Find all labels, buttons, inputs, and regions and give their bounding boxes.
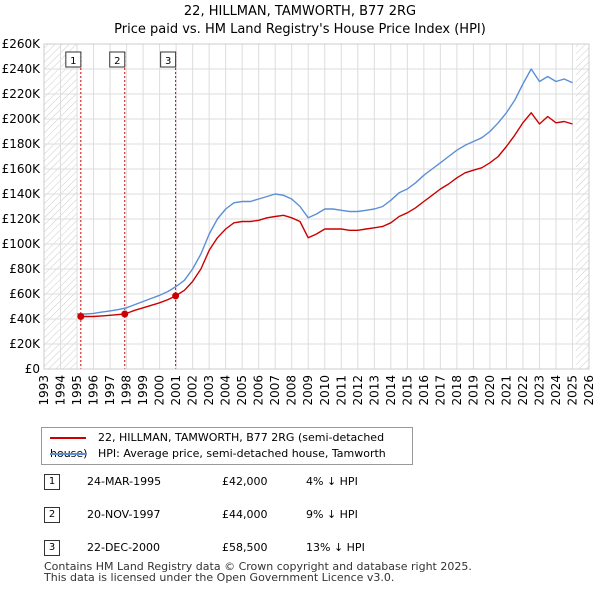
x-tick-label: 2015 <box>400 375 414 406</box>
x-tick-label: 2001 <box>169 375 183 406</box>
sale-date: 22-DEC-2000 <box>87 541 161 554</box>
x-tick-label: 2013 <box>367 375 381 406</box>
sale-row: 1 24-MAR-1995 £42,000 4% ↓ HPI <box>44 473 444 491</box>
y-tick-label: £100K <box>2 237 42 251</box>
sale-row: 3 22-DEC-2000 £58,500 13% ↓ HPI <box>44 539 444 557</box>
plot-border <box>43 43 590 370</box>
x-tick-label: 1999 <box>136 375 150 406</box>
x-tick-label: 2004 <box>219 375 233 406</box>
sale-hpi-diff: 13% ↓ HPI <box>306 541 365 554</box>
sale-number-box <box>160 51 177 68</box>
x-tick-label: 2012 <box>351 375 365 406</box>
legend-label-property: 22, HILLMAN, TAMWORTH, B77 2RG (semi-det… <box>50 431 385 460</box>
legend-item-hpi: HPI: Average price, semi-detached house,… <box>50 446 386 462</box>
legend: 22, HILLMAN, TAMWORTH, B77 2RG (semi-det… <box>41 427 413 465</box>
x-tick-label: 1993 <box>37 375 51 406</box>
y-tick-label: £200K <box>2 112 42 126</box>
sale-price: £44,000 <box>222 508 268 521</box>
price-chart: £0 £20K £40K £60K £80K £100K £120K £140K £160K £1… <box>2 37 596 406</box>
y-tick-label: £240K <box>2 62 42 76</box>
legend-swatch-red <box>50 437 86 439</box>
y-tick-label: £0 <box>25 362 40 376</box>
sale-hpi-diff: 4% ↓ HPI <box>306 475 358 488</box>
footer: Contains HM Land Registry data © Crown c… <box>44 561 472 583</box>
sale-number-box <box>109 51 126 68</box>
y-tick-label: £140K <box>2 187 42 201</box>
y-tick-label: £160K <box>2 162 42 176</box>
series-line-hpi <box>77 68 573 315</box>
x-tick-label: 2014 <box>384 375 398 406</box>
x-tick-label: 2003 <box>202 375 216 406</box>
x-tick-label: 2019 <box>466 375 480 406</box>
y-tick-label: £40K <box>9 312 41 326</box>
x-tick-label: 2008 <box>285 375 299 406</box>
sale-price: £58,500 <box>222 541 268 554</box>
x-tick-label: 1998 <box>120 375 134 406</box>
x-tick-label: 1994 <box>54 375 68 406</box>
x-tick-label: 2016 <box>417 375 431 406</box>
sale-point <box>121 310 129 318</box>
x-tick-label: 2018 <box>450 375 464 406</box>
x-tick-label: 2021 <box>499 375 513 406</box>
x-tick-label: 2010 <box>318 375 332 406</box>
x-tick-label: 1996 <box>87 375 101 406</box>
y-tick-label: £20K <box>9 337 41 351</box>
x-tick-label: 2000 <box>153 375 167 406</box>
x-tick-label: 2023 <box>532 375 546 406</box>
footer-copyright: Contains HM Land Registry data © Crown c… <box>44 560 472 573</box>
series-line-property <box>80 112 573 318</box>
sale-number-badge: 3 <box>44 540 60 556</box>
y-tick-label: £260K <box>2 37 42 51</box>
legend-swatch-blue <box>50 453 86 455</box>
x-tick-label: 2009 <box>301 375 315 406</box>
x-tick-label: 2005 <box>235 375 249 406</box>
sale-number-badge: 1 <box>44 474 60 490</box>
x-tick-label: 2026 <box>582 375 596 406</box>
x-tick-label: 1995 <box>70 375 84 406</box>
chart-title: 22, HILLMAN, TAMWORTH, B77 2RG <box>183 4 417 19</box>
sale-point <box>172 292 180 300</box>
sale-date: 24-MAR-1995 <box>87 475 162 488</box>
chart-subtitle: Price paid vs. HM Land Registry's House … <box>114 22 486 37</box>
sale-number-label: 3 <box>165 56 171 67</box>
legend-item-property: 22, HILLMAN, TAMWORTH, B77 2RG (semi-det… <box>50 430 412 460</box>
y-tick-label: £80K <box>9 262 41 276</box>
sale-row: 2 20-NOV-1997 £44,000 9% ↓ HPI <box>44 506 444 524</box>
y-tick-label: £120K <box>2 212 42 226</box>
sale-hpi-diff: 9% ↓ HPI <box>306 508 358 521</box>
y-tick-label: £60K <box>9 287 41 301</box>
x-tick-label: 2020 <box>483 375 497 406</box>
footer-licence: This data is licensed under the Open Gov… <box>44 571 395 584</box>
legend-label-hpi: HPI: Average price, semi-detached house,… <box>98 447 386 460</box>
x-tick-label: 2011 <box>334 375 348 406</box>
sale-number-badge: 2 <box>44 507 60 523</box>
sale-price: £42,000 <box>222 475 268 488</box>
hatch-region-post-data <box>575 44 589 369</box>
sale-point <box>77 313 85 320</box>
sale-number-box <box>65 51 82 68</box>
sale-number-label: 2 <box>114 56 120 67</box>
y-tick-label: £180K <box>2 137 42 151</box>
x-tick-label: 2025 <box>565 375 579 406</box>
x-tick-label: 2017 <box>433 375 447 406</box>
y-tick-label: £220K <box>2 87 42 101</box>
x-tick-label: 2022 <box>516 375 530 406</box>
x-tick-label: 1997 <box>103 375 117 406</box>
x-tick-label: 2002 <box>186 375 200 406</box>
sale-date: 20-NOV-1997 <box>87 508 161 521</box>
x-tick-label: 2006 <box>252 375 266 406</box>
x-tick-label: 2024 <box>549 375 563 406</box>
plot-area <box>44 44 589 369</box>
sale-number-label: 1 <box>70 56 76 67</box>
x-tick-label: 2007 <box>268 375 282 406</box>
